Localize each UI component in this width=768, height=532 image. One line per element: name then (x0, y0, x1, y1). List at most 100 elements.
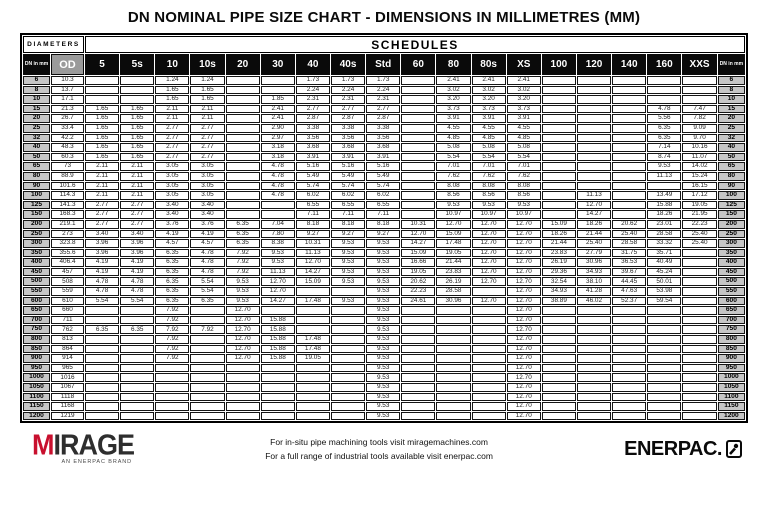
wall-thickness-cell (612, 152, 647, 162)
wall-thickness-cell (120, 392, 155, 402)
wall-thickness-cell: 6.02 (295, 191, 330, 200)
wall-thickness-cell: 21.44 (541, 239, 576, 248)
schedules-group-header: SCHEDULES (85, 36, 745, 53)
wall-thickness-cell (612, 392, 647, 402)
wall-thickness-cell: 1.65 (85, 133, 120, 143)
wall-thickness-cell: 3.96 (85, 248, 120, 258)
wall-thickness-cell: 6.35 (120, 325, 155, 335)
wall-thickness-cell (120, 85, 155, 95)
wall-thickness-cell (225, 392, 260, 402)
wall-thickness-cell (401, 383, 436, 392)
od-cell: 101.6 (51, 181, 84, 191)
wall-thickness-cell (612, 373, 647, 382)
wall-thickness-cell: 3.56 (366, 133, 401, 143)
wall-thickness-cell: 1.73 (366, 76, 401, 85)
table-row: 500 508 4.78 4.78 6.35 5.54 9.53 12.70 15.09 9.53… (23, 277, 745, 287)
wall-thickness-cell (576, 171, 612, 181)
wall-thickness-cell: 1.24 (190, 76, 225, 85)
wall-thickness-cell: 1.65 (85, 123, 120, 133)
wall-thickness-cell: 12.70 (506, 277, 541, 287)
wall-thickness-cell (401, 354, 436, 363)
wall-thickness-cell: 7.92 (225, 248, 260, 258)
dn-cell-left: 50 (23, 152, 50, 162)
wall-thickness-cell: 12.70 (471, 229, 506, 239)
dn-cell-right: 65 (717, 162, 745, 171)
wall-thickness-cell (225, 85, 260, 95)
wall-thickness-cell (85, 335, 120, 344)
wall-thickness-cell: 2.97 (260, 133, 295, 143)
wall-thickness-cell (330, 363, 366, 373)
wall-thickness-cell: 9.53 (471, 200, 506, 210)
wall-thickness-cell (541, 171, 576, 181)
wall-thickness-cell: 23.83 (541, 248, 576, 258)
wall-thickness-cell: 12.70 (506, 267, 541, 277)
wall-thickness-cell (190, 392, 225, 402)
wall-thickness-cell: 22.23 (401, 287, 436, 296)
table-row: 6 10.3 1.24 1.24 1.73 1.73 1.73 2.41 2.41 2.41 6 (23, 76, 745, 85)
page-title: DN NOMINAL PIPE SIZE CHART - DIMENSIONS … (127, 9, 641, 26)
dn-cell-left: 25 (23, 123, 50, 133)
wall-thickness-cell (647, 411, 682, 421)
dn-cell-left: 100 (23, 191, 50, 200)
wall-thickness-cell: 17.12 (682, 191, 717, 200)
wall-thickness-cell: 1.65 (155, 95, 190, 104)
wall-thickness-cell: 24.61 (401, 296, 436, 306)
wall-thickness-cell (541, 411, 576, 421)
wall-thickness-cell: 3.91 (471, 114, 506, 123)
dn-cell-left: 1150 (23, 402, 50, 411)
wall-thickness-cell: 1.65 (120, 143, 155, 152)
dn-cell-left: 650 (23, 306, 50, 315)
wall-thickness-cell: 4.78 (120, 287, 155, 296)
wall-thickness-cell: 5.08 (471, 143, 506, 152)
wall-thickness-cell: 11.13 (260, 267, 295, 277)
wall-thickness-cell: 4.57 (155, 239, 190, 248)
schedule-column-header: XS (506, 54, 541, 75)
wall-thickness-cell (225, 402, 260, 411)
wall-thickness-cell: 1.24 (155, 76, 190, 85)
od-cell: 864 (51, 344, 84, 354)
schedule-column-header: Std (366, 54, 401, 75)
wall-thickness-cell (295, 363, 330, 373)
wall-thickness-cell (612, 123, 647, 133)
dn-cell-right: 650 (717, 306, 745, 315)
wall-thickness-cell: 3.05 (190, 181, 225, 191)
wall-thickness-cell: 9.53 (330, 258, 366, 267)
wall-thickness-cell: 14.27 (401, 239, 436, 248)
wall-thickness-cell: 6.35 (225, 229, 260, 239)
wall-thickness-cell: 34.93 (541, 287, 576, 296)
wall-thickness-cell: 8.38 (260, 239, 295, 248)
dn-cell-right: 90 (717, 181, 745, 191)
dn-cell-left: 32 (23, 133, 50, 143)
wall-thickness-cell: 10.31 (401, 219, 436, 229)
wall-thickness-cell (541, 363, 576, 373)
wall-thickness-cell: 6.35 (155, 248, 190, 258)
wall-thickness-cell (190, 411, 225, 421)
wall-thickness-cell: 8.56 (506, 191, 541, 200)
wall-thickness-cell: 7.92 (155, 344, 190, 354)
wall-thickness-cell: 3.73 (471, 104, 506, 114)
wall-thickness-cell (612, 335, 647, 344)
wall-thickness-cell: 10.97 (471, 210, 506, 219)
table-row: 250 273 3.40 3.40 4.19 4.19 6.35 7.80 9.27 9.27 9.… (23, 229, 745, 239)
dn-cell-right: 500 (717, 277, 745, 287)
wall-thickness-cell: 12.70 (260, 277, 295, 287)
od-cell: 813 (51, 335, 84, 344)
wall-thickness-cell: 2.31 (366, 95, 401, 104)
wall-thickness-cell: 2.77 (190, 123, 225, 133)
wall-thickness-cell: 5.54 (190, 287, 225, 296)
wall-thickness-cell: 9.53 (260, 248, 295, 258)
dn-cell-right: 10 (717, 95, 745, 104)
wall-thickness-cell: 3.38 (366, 123, 401, 133)
wall-thickness-cell (612, 411, 647, 421)
wall-thickness-cell (401, 306, 436, 315)
wall-thickness-cell: 12.70 (506, 287, 541, 296)
wall-thickness-cell: 3.02 (506, 85, 541, 95)
wall-thickness-cell (436, 402, 471, 411)
wall-thickness-cell (682, 287, 717, 296)
wall-thickness-cell: 6.35 (155, 287, 190, 296)
wall-thickness-cell: 3.56 (295, 133, 330, 143)
wall-thickness-cell (401, 171, 436, 181)
wall-thickness-cell (401, 133, 436, 143)
wall-thickness-cell: 19.05 (295, 354, 330, 363)
table-row: 1050 1067 9.53 12.70 1050 (23, 383, 745, 392)
